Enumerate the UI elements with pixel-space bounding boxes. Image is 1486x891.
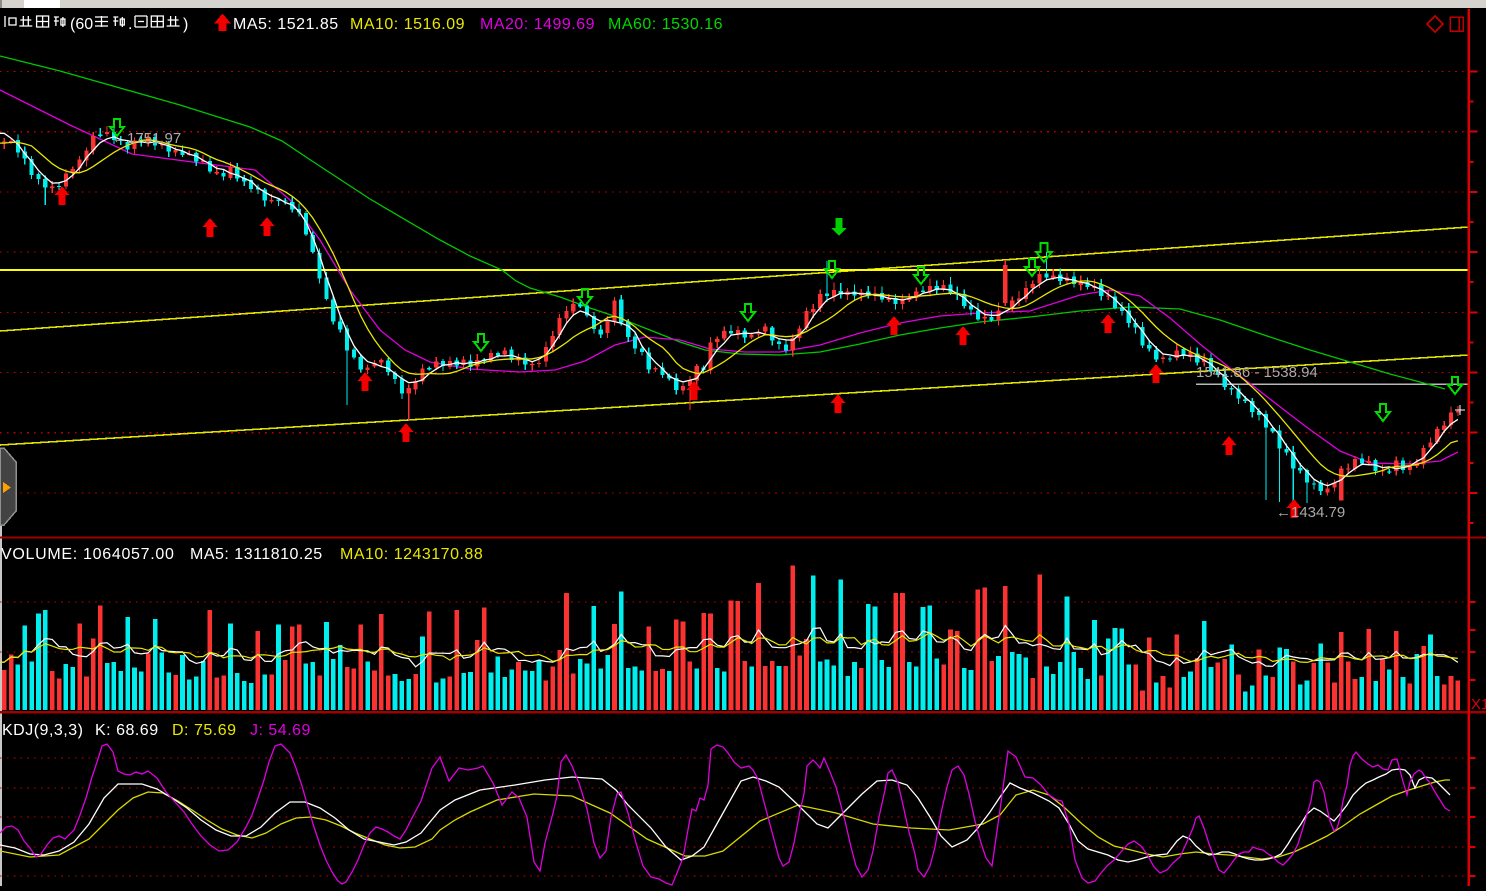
svg-text:1541.86 - 1538.94: 1541.86 - 1538.94 <box>1196 364 1318 381</box>
svg-text:): ) <box>183 16 188 33</box>
svg-text:←1751.97: ←1751.97 <box>112 130 181 147</box>
svg-text:X1: X1 <box>1471 696 1486 713</box>
svg-text:K: 68.69: K: 68.69 <box>95 722 159 739</box>
svg-text:J: 54.69: J: 54.69 <box>250 722 311 739</box>
svg-text:D: 75.69: D: 75.69 <box>172 722 236 739</box>
svg-text:MA60: 1530.16: MA60: 1530.16 <box>608 16 723 33</box>
svg-text:MA10: 1243170.88: MA10: 1243170.88 <box>340 546 483 563</box>
svg-text:MA20: 1499.69: MA20: 1499.69 <box>480 16 595 33</box>
svg-text:(60: (60 <box>70 16 93 33</box>
svg-text:KDJ(9,3,3): KDJ(9,3,3) <box>2 722 83 739</box>
svg-text:MA10: 1516.09: MA10: 1516.09 <box>350 16 465 33</box>
svg-text:←1434.79: ←1434.79 <box>1276 504 1345 521</box>
svg-text:VOLUME: 1064057.00: VOLUME: 1064057.00 <box>1 546 175 563</box>
svg-text:MA5: 1521.85: MA5: 1521.85 <box>233 16 339 33</box>
svg-text:MA5: 1311810.25: MA5: 1311810.25 <box>190 546 323 563</box>
svg-text:.: . <box>128 16 132 33</box>
